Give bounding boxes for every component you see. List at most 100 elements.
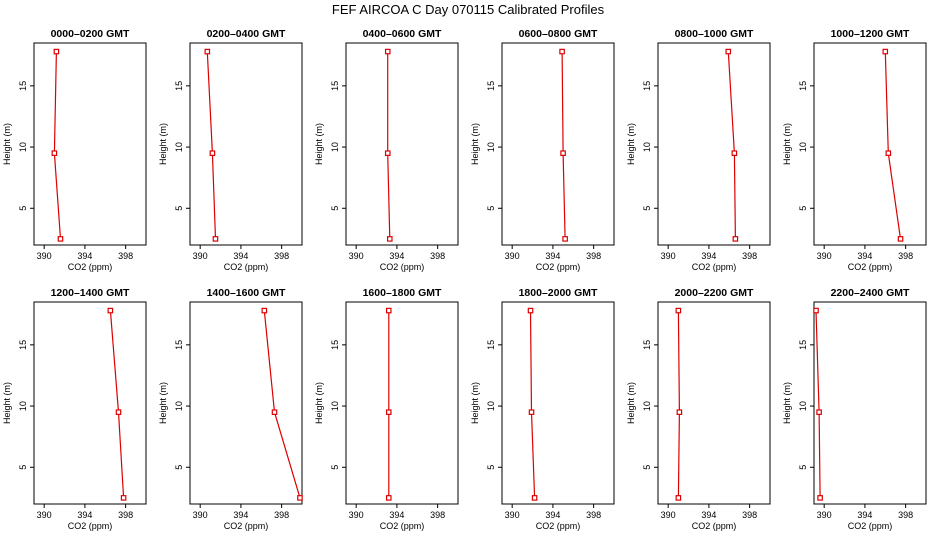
- data-point: [57, 236, 64, 242]
- data-point: [271, 409, 278, 415]
- data-point: [731, 150, 738, 156]
- x-tick-label: 398: [898, 510, 913, 520]
- panel-title: 1000–1200 GMT: [831, 28, 910, 40]
- profile-line: [884, 51, 902, 239]
- y-tick-label: 10: [642, 401, 652, 411]
- plot-frame: [345, 42, 459, 246]
- y-tick-label: 5: [18, 465, 28, 470]
- x-tick-label: 398: [742, 510, 757, 520]
- data-point: [297, 495, 303, 501]
- profile-line: [561, 51, 566, 239]
- x-tick-label: 394: [545, 510, 560, 520]
- y-tick-label: 15: [486, 81, 496, 91]
- y-tick-label: 15: [486, 340, 496, 350]
- y-axis-label: Height (m): [158, 382, 168, 424]
- y-tick-label: 10: [174, 401, 184, 411]
- data-point: [204, 48, 211, 55]
- profile-panel: 1800–2000 GMT 390 394 398 5 10 15 CO2 (ppm) Heig…: [470, 287, 615, 531]
- x-tick-label: 394: [77, 510, 92, 520]
- data-point: [527, 307, 534, 314]
- y-tick-label: 15: [798, 340, 808, 350]
- x-tick-label: 390: [193, 510, 208, 520]
- data-point: [107, 307, 114, 314]
- y-tick-label: 15: [798, 81, 808, 91]
- x-tick-label: 390: [661, 251, 676, 261]
- x-tick-label: 390: [349, 510, 364, 520]
- y-tick-label: 5: [174, 206, 184, 211]
- data-point: [675, 307, 682, 314]
- profile-panel: 0200–0400 GMT 390 394 398 5 10 15 CO2 (ppm) Heig…: [158, 28, 303, 272]
- profile-panel: 1600–1800 GMT 390 394 398 5 10 15 CO2 (ppm) Heig…: [314, 287, 459, 531]
- x-tick-label: 394: [389, 251, 404, 261]
- data-point: [882, 48, 889, 55]
- data-point: [813, 307, 819, 314]
- data-point: [559, 48, 565, 55]
- panel-title: 0200–0400 GMT: [207, 28, 286, 40]
- y-tick-label: 10: [798, 401, 808, 411]
- y-tick-label: 10: [174, 142, 184, 152]
- x-tick-label: 390: [193, 251, 208, 261]
- data-point: [209, 150, 216, 156]
- plot-frame: [345, 301, 459, 505]
- x-axis-label: CO2 (ppm): [68, 262, 113, 272]
- data-point: [885, 150, 892, 156]
- y-tick-label: 10: [18, 401, 28, 411]
- data-point: [384, 150, 391, 156]
- x-tick-label: 398: [586, 251, 601, 261]
- plot-frame: [33, 42, 147, 246]
- x-tick-label: 398: [430, 510, 445, 520]
- y-tick-label: 10: [18, 142, 28, 152]
- y-axis-label: Height (m): [314, 123, 324, 165]
- data-point: [384, 48, 391, 55]
- y-tick-label: 5: [486, 465, 496, 470]
- profile-line: [815, 310, 821, 498]
- profile-panel: 2000–2200 GMT 390 394 398 5 10 15 CO2 (ppm) Heig…: [626, 287, 771, 531]
- x-tick-label: 390: [37, 251, 52, 261]
- profile-line: [677, 310, 681, 498]
- y-tick-label: 15: [174, 340, 184, 350]
- y-tick-label: 5: [330, 206, 340, 211]
- data-point: [385, 495, 392, 501]
- x-tick-label: 398: [430, 251, 445, 261]
- x-axis-label: CO2 (ppm): [224, 521, 269, 531]
- y-tick-label: 5: [18, 206, 28, 211]
- y-tick-label: 15: [174, 81, 184, 91]
- data-point: [562, 236, 568, 242]
- x-tick-label: 390: [817, 510, 832, 520]
- data-point: [817, 495, 823, 501]
- y-tick-label: 5: [642, 465, 652, 470]
- y-tick-label: 15: [642, 340, 652, 350]
- y-tick-label: 5: [330, 465, 340, 470]
- x-tick-label: 394: [545, 251, 560, 261]
- data-point: [675, 495, 682, 501]
- x-tick-label: 390: [817, 251, 832, 261]
- data-point: [676, 409, 683, 415]
- y-tick-label: 5: [642, 206, 652, 211]
- profile-line: [727, 51, 736, 239]
- x-tick-label: 394: [857, 251, 872, 261]
- profile-panel: 0400–0600 GMT 390 394 398 5 10 15 CO2 (ppm) Heig…: [314, 28, 459, 272]
- panel-title: 1200–1400 GMT: [51, 287, 130, 299]
- panel-title: 1800–2000 GMT: [519, 287, 598, 299]
- data-point: [53, 48, 60, 55]
- data-point: [115, 409, 122, 415]
- x-tick-label: 394: [701, 510, 716, 520]
- y-axis-label: Height (m): [626, 123, 636, 165]
- y-tick-label: 5: [174, 465, 184, 470]
- x-tick-label: 398: [898, 251, 913, 261]
- y-tick-label: 10: [486, 401, 496, 411]
- data-point: [212, 236, 219, 242]
- x-tick-label: 390: [505, 251, 520, 261]
- plot-frame: [189, 301, 303, 505]
- data-point: [531, 495, 538, 501]
- x-tick-label: 390: [37, 510, 52, 520]
- panel-title: 0400–0600 GMT: [363, 28, 442, 40]
- x-axis-label: CO2 (ppm): [848, 521, 893, 531]
- profile-panel: 0000–0200 GMT 390 394 398 5 10 15 CO2 (ppm) Heig…: [2, 28, 147, 272]
- data-point: [816, 409, 822, 415]
- profile-panel: 0800–1000 GMT 390 394 398 5 10 15 CO2 (ppm) Heig…: [626, 28, 771, 272]
- profile-line: [263, 310, 301, 499]
- panel-title: 2200–2400 GMT: [831, 287, 910, 299]
- profile-line: [109, 310, 125, 498]
- y-axis-label: Height (m): [2, 123, 12, 165]
